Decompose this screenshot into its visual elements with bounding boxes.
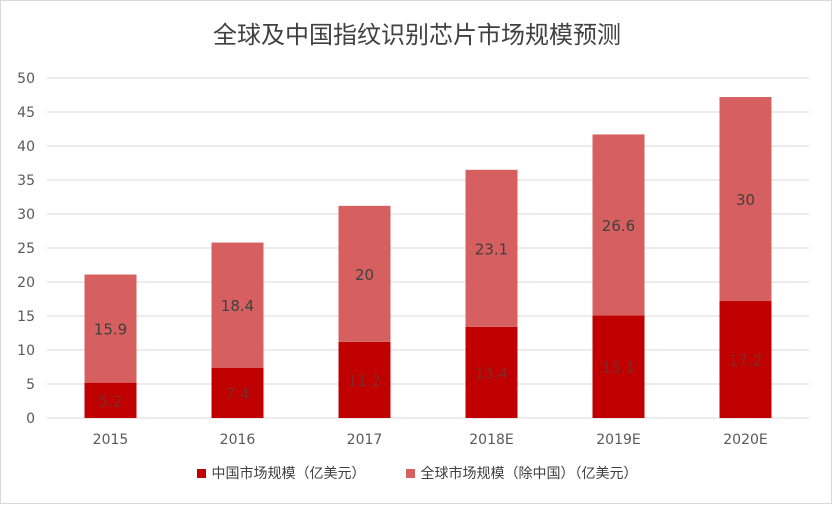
legend-label-global: 全球市场规模（除中国）（亿美元） bbox=[420, 466, 638, 482]
legend-item-china: 中国市场规模（亿美元） bbox=[196, 463, 366, 483]
x-tick-label: 2015 bbox=[93, 432, 129, 448]
y-tick-label: 30 bbox=[17, 207, 35, 223]
x-tick-label: 2017 bbox=[347, 432, 383, 448]
y-tick-label: 5 bbox=[26, 377, 35, 393]
bar-china bbox=[338, 341, 391, 418]
legend-item-global: 全球市场规模（除中国）（亿美元） bbox=[405, 463, 638, 483]
data-label: 18.4 bbox=[221, 297, 254, 315]
data-label: 20 bbox=[355, 266, 374, 284]
data-label: 5.2 bbox=[99, 392, 123, 410]
data-label: 7.4 bbox=[226, 385, 250, 403]
x-tick-label: 2019E bbox=[596, 432, 640, 448]
data-label: 17.2 bbox=[729, 352, 762, 370]
data-label: 30 bbox=[736, 191, 755, 209]
data-label: 23.1 bbox=[475, 240, 508, 258]
data-label: 26.6 bbox=[602, 217, 635, 235]
y-tick-label: 45 bbox=[17, 105, 35, 121]
legend-label-china: 中国市场规模（亿美元） bbox=[211, 466, 366, 482]
bar-global bbox=[592, 134, 645, 316]
y-tick-label: 35 bbox=[17, 173, 35, 189]
bar-global bbox=[338, 205, 391, 342]
bar-china bbox=[465, 326, 518, 418]
chart-legend: 中国市场规模（亿美元） 全球市场规模（除中国）（亿美元） bbox=[1, 463, 832, 483]
y-tick-label: 40 bbox=[17, 139, 35, 155]
x-tick-label: 2018E bbox=[469, 432, 513, 448]
bar-china bbox=[719, 301, 772, 418]
data-label: 11.2 bbox=[348, 372, 381, 390]
x-tick-label: 2016 bbox=[220, 432, 256, 448]
bar-china bbox=[592, 315, 645, 418]
bar-global bbox=[719, 97, 772, 302]
bar-china bbox=[84, 382, 137, 418]
y-tick-label: 25 bbox=[17, 241, 35, 257]
legend-swatch-china bbox=[196, 468, 206, 478]
y-tick-label: 0 bbox=[26, 411, 35, 427]
data-label: 15.1 bbox=[602, 359, 635, 377]
y-tick-label: 15 bbox=[17, 309, 35, 325]
y-tick-label: 10 bbox=[17, 343, 35, 359]
legend-swatch-global bbox=[405, 468, 415, 478]
chart-title: 全球及中国指纹识别芯片市场规模预测 bbox=[213, 21, 621, 49]
data-label: 15.9 bbox=[94, 321, 127, 339]
x-tick-label: 2020E bbox=[723, 432, 767, 448]
bar-global bbox=[84, 274, 137, 383]
data-label: 13.4 bbox=[475, 364, 508, 382]
y-tick-label: 50 bbox=[17, 71, 35, 87]
bar-global bbox=[211, 242, 264, 368]
bar-china bbox=[211, 367, 264, 418]
y-tick-label: 20 bbox=[17, 275, 35, 291]
bar-global bbox=[465, 169, 518, 327]
